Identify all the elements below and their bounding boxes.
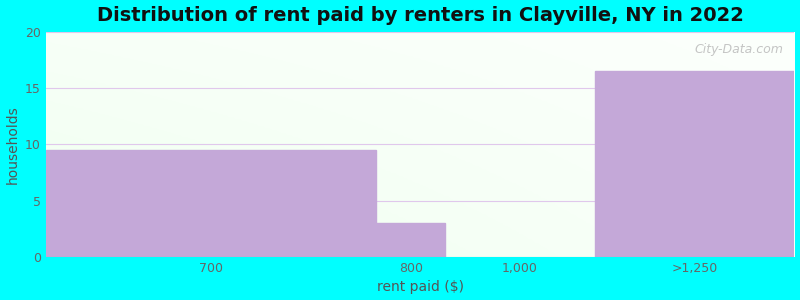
- Bar: [595, 71, 794, 257]
- Bar: [46, 150, 377, 257]
- Text: City-Data.com: City-Data.com: [694, 43, 783, 56]
- Title: Distribution of rent paid by renters in Clayville, NY in 2022: Distribution of rent paid by renters in …: [97, 6, 743, 25]
- X-axis label: rent paid ($): rent paid ($): [377, 280, 464, 294]
- Bar: [377, 223, 445, 257]
- Y-axis label: households: households: [6, 105, 19, 184]
